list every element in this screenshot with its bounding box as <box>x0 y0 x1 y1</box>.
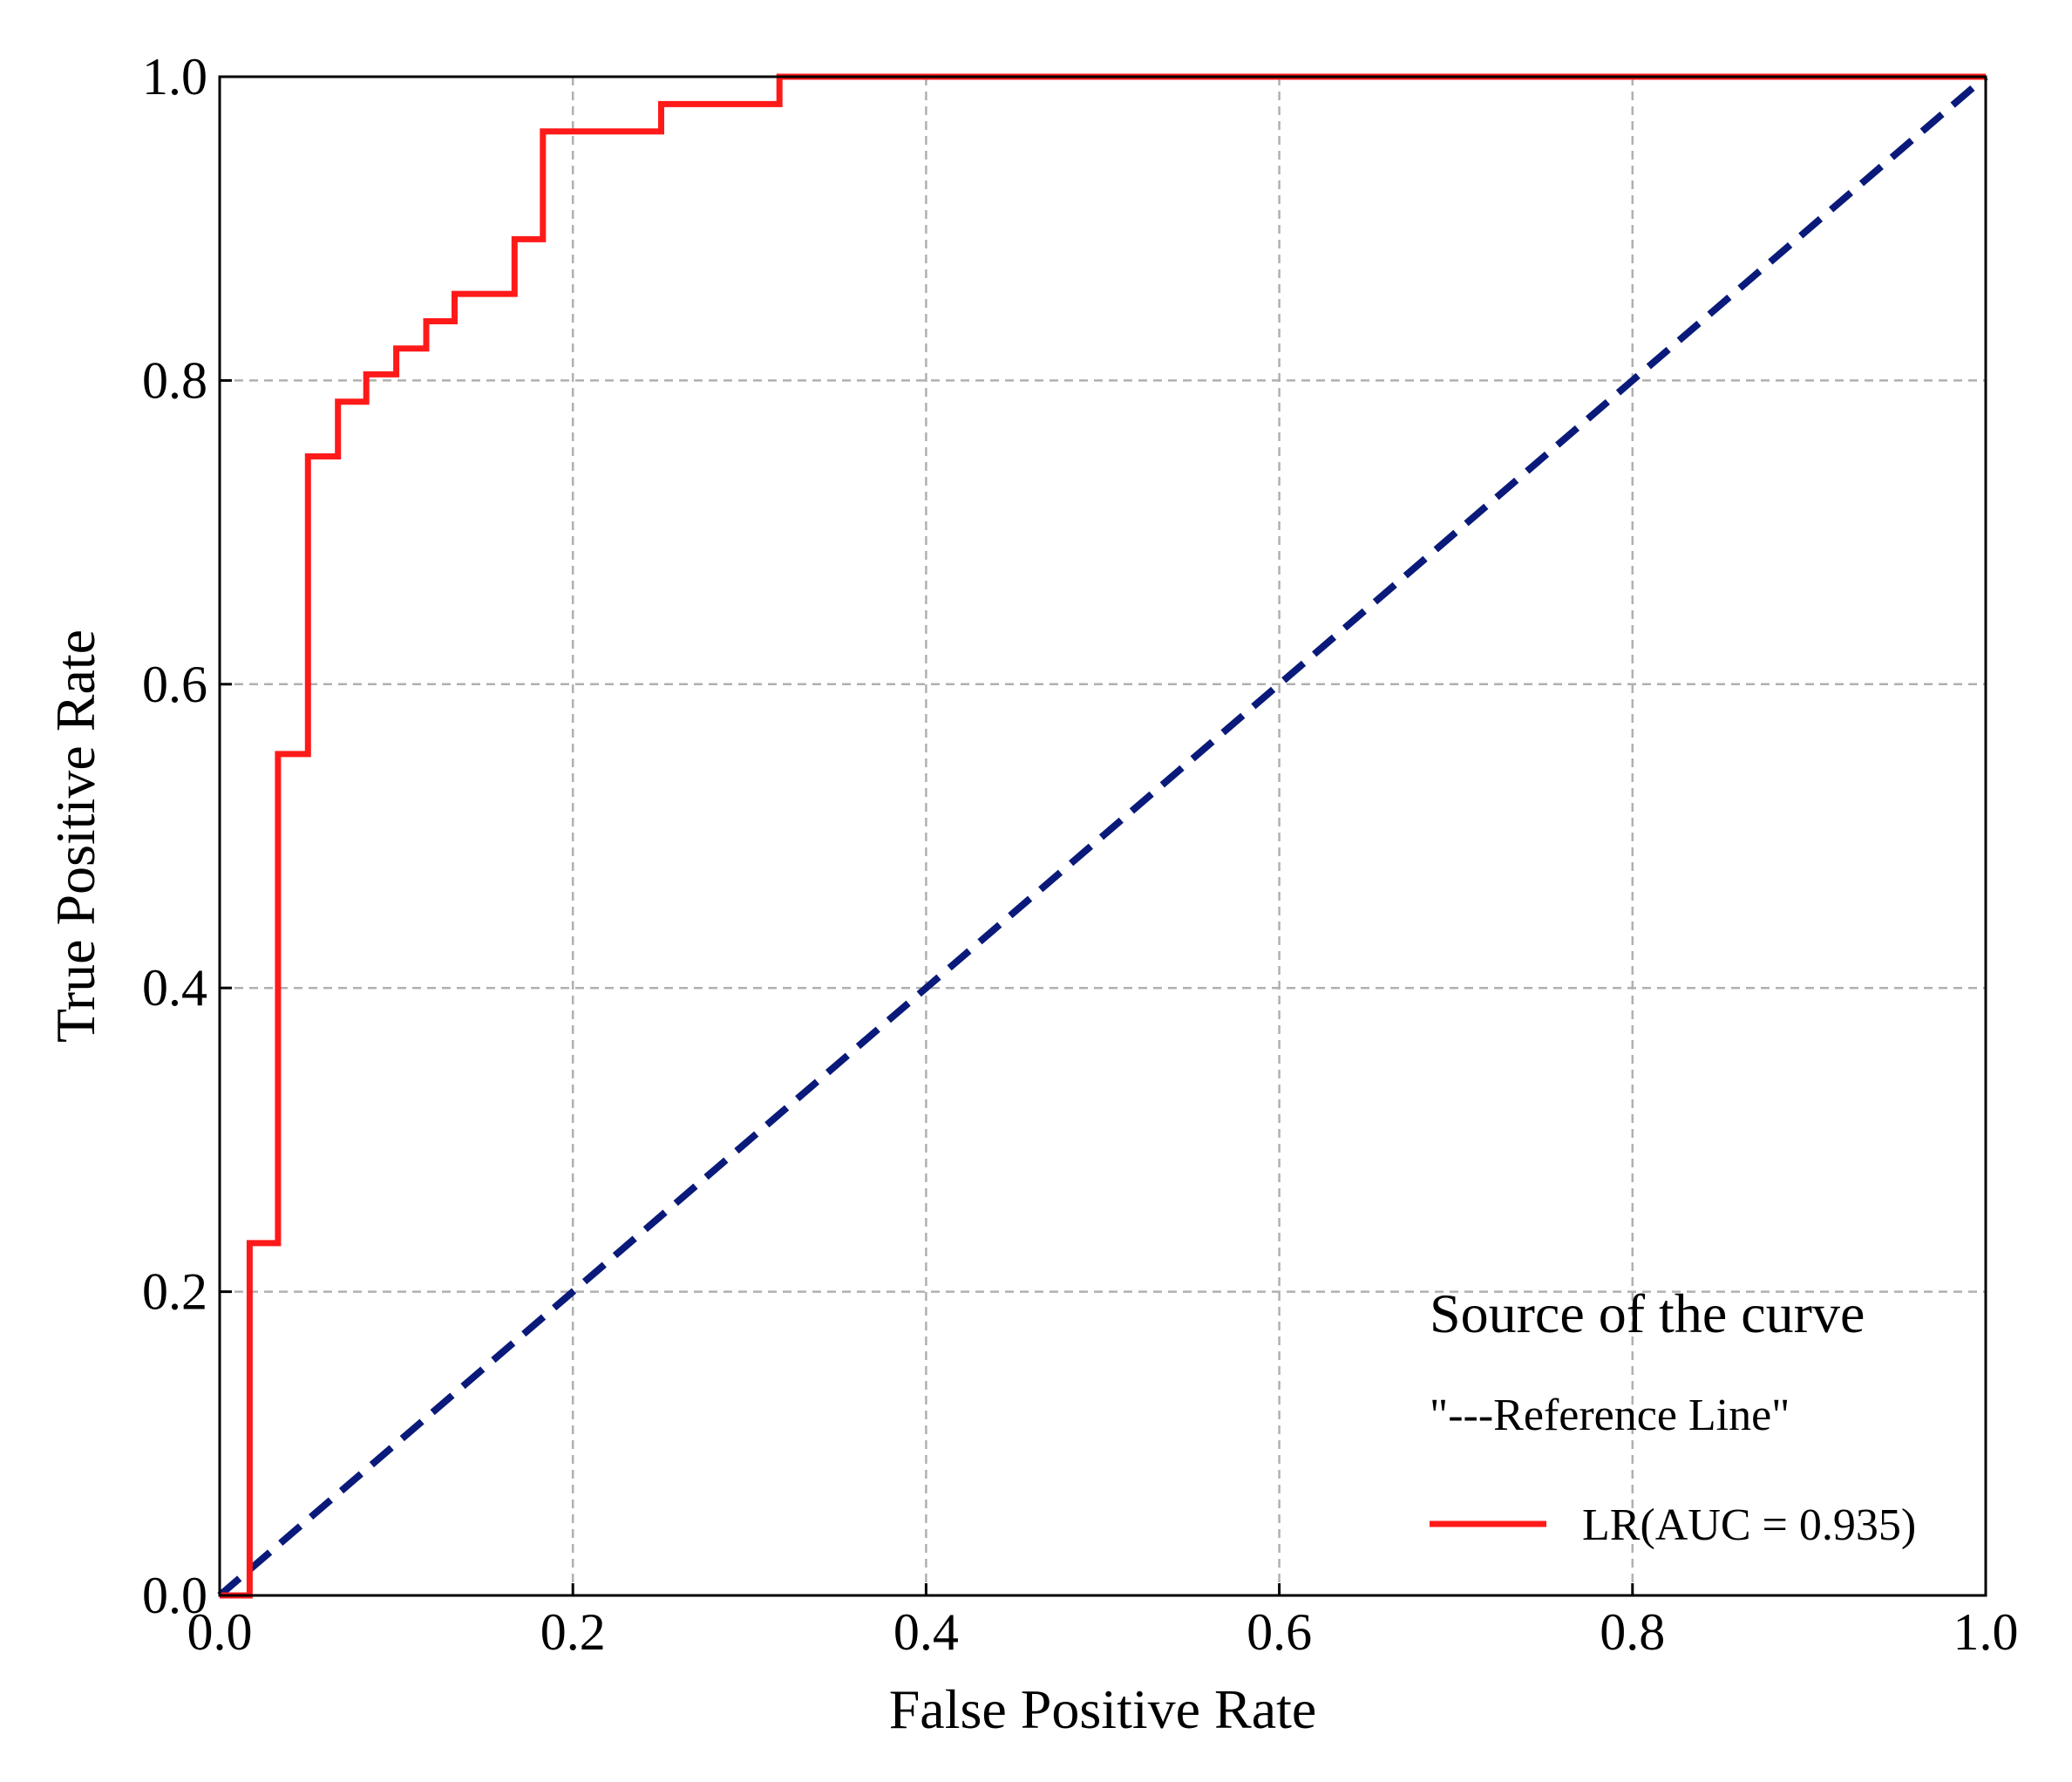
x-tick-label: 0.0 <box>187 1603 253 1661</box>
y-tick-label: 0.6 <box>142 656 207 713</box>
series-layer <box>217 73 1988 1599</box>
legend-entry-reference-line: "---Reference Line" <box>1430 1391 1790 1440</box>
x-tick-label: 0.4 <box>893 1603 959 1661</box>
y-tick-label: 0.8 <box>142 351 207 409</box>
legend: Source of the curve "---Reference Line" … <box>1430 1282 1916 1550</box>
y-tick-label: 0.0 <box>142 1567 207 1624</box>
x-tick-label: 0.6 <box>1247 1603 1312 1661</box>
roc-curve-lr <box>220 73 1986 1599</box>
ticks: 0.0 0.2 0.4 0.6 0.8 1.0 0.0 0.2 0.4 0.6 0.8 1.0 <box>142 48 2019 1661</box>
reference-line <box>217 73 1988 1599</box>
x-tick-label: 0.8 <box>1600 1603 1665 1661</box>
x-tick-label: 1.0 <box>1953 1603 2019 1661</box>
grid <box>220 77 1986 1595</box>
y-tick-label: 0.4 <box>142 959 207 1017</box>
plot-frame <box>218 75 1987 1597</box>
y-axis-label: True Positive Rate <box>44 629 106 1043</box>
x-tick-label: 0.2 <box>540 1603 606 1661</box>
y-tick-label: 0.2 <box>142 1263 207 1321</box>
y-tick-label: 1.0 <box>142 48 207 105</box>
x-axis-label: False Positive Rate <box>889 1678 1317 1740</box>
legend-title: Source of the curve <box>1430 1282 1865 1344</box>
legend-entry-lr: LR(AUC = 0.935) <box>1582 1500 1916 1550</box>
